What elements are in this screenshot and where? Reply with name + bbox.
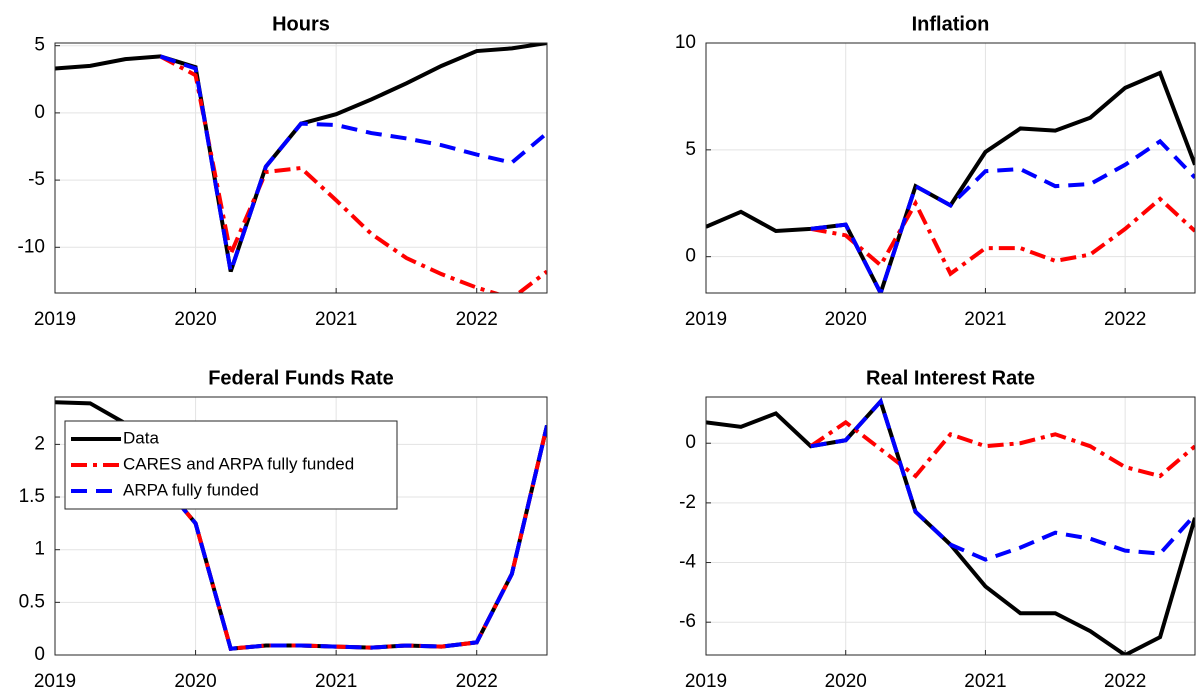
axes-box bbox=[54, 396, 548, 656]
y-tick-label: 0 bbox=[685, 432, 696, 453]
y-tick-label: -2 bbox=[679, 492, 696, 513]
y-tick-label: 1.5 bbox=[19, 486, 45, 507]
series-line bbox=[159, 54, 547, 293]
series-line bbox=[809, 419, 1195, 479]
x-tick-label: 2019 bbox=[34, 671, 76, 691]
legend-label: CARES and ARPA fully funded bbox=[123, 454, 354, 473]
y-tick-label: 0 bbox=[685, 246, 696, 267]
y-tick-label: 0.5 bbox=[19, 591, 45, 612]
x-tick-label: 2022 bbox=[1104, 671, 1146, 691]
y-tick-label: -5 bbox=[28, 169, 45, 190]
series-line bbox=[810, 397, 1195, 562]
x-tick-label: 2021 bbox=[964, 671, 1006, 691]
series-line bbox=[810, 196, 1195, 277]
x-tick-label: 2021 bbox=[315, 671, 357, 691]
axes-box bbox=[54, 42, 548, 294]
x-tick-label: 2020 bbox=[825, 309, 867, 330]
legend: Data CARES and ARPA fully funded ARPA full… bbox=[64, 420, 398, 510]
x-tick-label: 2019 bbox=[34, 309, 76, 330]
y-tick-label: 2 bbox=[34, 433, 45, 454]
panel: -6 -4 -2 0 2019 2020 2021 2022 Real Interest Rat… bbox=[679, 367, 1196, 691]
x-tick-label: 2021 bbox=[315, 309, 357, 330]
legend-label: Data bbox=[123, 428, 159, 447]
legend-label: ARPA fully funded bbox=[123, 480, 259, 499]
y-tick-label: 5 bbox=[685, 139, 696, 160]
y-tick-label: 10 bbox=[675, 32, 696, 53]
y-tick-label: 5 bbox=[34, 35, 45, 56]
chart-title: Hours bbox=[272, 13, 330, 35]
panel: 0 0.5 1 1.5 2 2019 2020 2021 2022 Federal Funds R… bbox=[19, 367, 548, 691]
panel: 0 5 10 2019 2020 2021 2022 Inflation bbox=[675, 13, 1196, 330]
series-line bbox=[158, 424, 547, 651]
panel: -10 -5 0 5 2019 2020 2021 2022 Hours bbox=[18, 13, 548, 330]
x-tick-label: 2019 bbox=[685, 309, 727, 330]
axes-box bbox=[705, 396, 1196, 656]
series-line bbox=[159, 54, 547, 273]
x-tick-label: 2019 bbox=[685, 671, 727, 691]
plot-area bbox=[706, 397, 1195, 655]
y-tick-label: -4 bbox=[679, 552, 696, 573]
lines bbox=[55, 43, 547, 293]
plot-area bbox=[706, 43, 1195, 293]
series-line bbox=[810, 138, 1195, 293]
chart-title: Federal Funds Rate bbox=[208, 367, 394, 389]
plot-area bbox=[55, 43, 547, 293]
legend-box bbox=[64, 420, 398, 510]
x-tick-label: 2022 bbox=[456, 309, 498, 330]
lines bbox=[706, 397, 1195, 655]
y-tick-label: -10 bbox=[18, 236, 45, 257]
y-tick-label: 0 bbox=[34, 102, 45, 123]
x-tick-label: 2020 bbox=[174, 671, 216, 691]
chart-title: Inflation bbox=[912, 13, 990, 35]
x-tick-label: 2022 bbox=[1104, 309, 1146, 330]
y-tick-label: -6 bbox=[679, 611, 696, 632]
axes-box bbox=[705, 42, 1196, 294]
x-tick-label: 2021 bbox=[964, 309, 1006, 330]
x-tick-label: 2020 bbox=[174, 309, 216, 330]
chart-title: Real Interest Rate bbox=[866, 367, 1035, 389]
y-tick-label: 0 bbox=[34, 644, 45, 665]
lines bbox=[706, 70, 1195, 293]
x-tick-label: 2020 bbox=[825, 671, 867, 691]
x-tick-label: 2022 bbox=[456, 671, 498, 691]
y-tick-label: 1 bbox=[34, 539, 45, 560]
